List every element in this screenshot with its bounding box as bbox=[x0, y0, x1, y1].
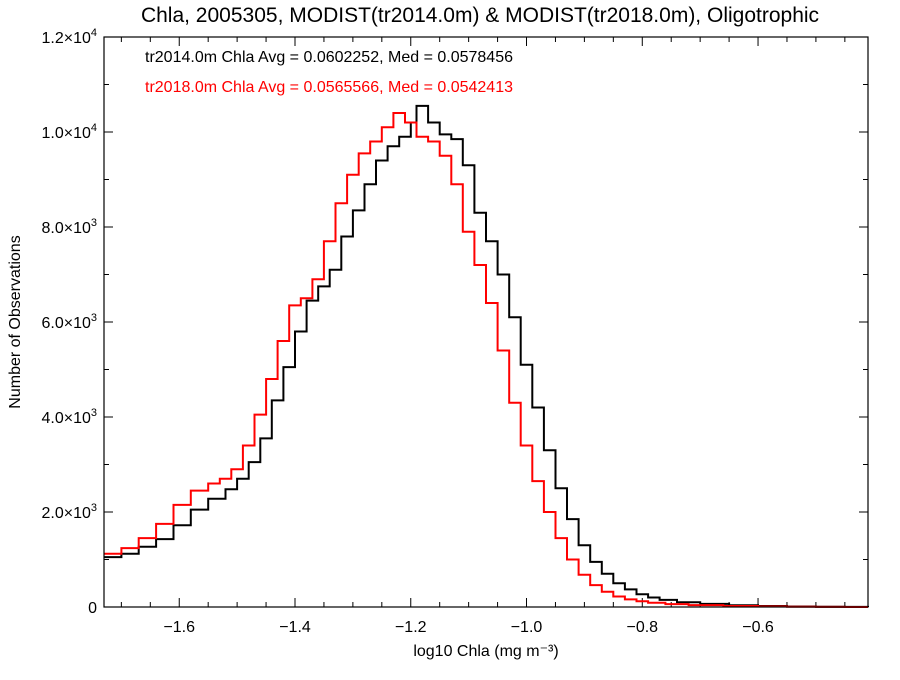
x-tick-label: −0.8 bbox=[626, 619, 658, 636]
x-tick-label: −1.0 bbox=[511, 619, 543, 636]
series-line-tr2018.0m bbox=[104, 112, 868, 608]
x-tick-label: −1.4 bbox=[279, 619, 311, 636]
x-axis-label: log10 Chla (mg m⁻³) bbox=[413, 643, 558, 660]
axis-ticks: −1.6 −1.4 −1.2 −1.0 −0.8 −0.6 0 2.0×103 4.0×103 6… bbox=[41, 27, 868, 636]
x-tick-label: −1.6 bbox=[163, 619, 195, 636]
chart-title: Chla, 2005305, MODIST(tr2014.0m) & MODIS… bbox=[141, 4, 819, 27]
series-line-tr2014.0m bbox=[104, 104, 869, 608]
x-tick-label: −1.2 bbox=[395, 619, 427, 636]
plot-frame bbox=[103, 36, 869, 608]
y-axis-label: Number of Observations bbox=[7, 235, 24, 408]
series-layer bbox=[104, 104, 869, 608]
y-tick-label: 1.0×104 bbox=[41, 122, 97, 142]
legend-entry-tr2014: tr2014.0m Chla Avg = 0.0602252, Med = 0.… bbox=[145, 49, 513, 66]
y-tick-label: 4.0×103 bbox=[41, 407, 97, 427]
legend-entry-tr2018: tr2018.0m Chla Avg = 0.0565566, Med = 0.… bbox=[145, 79, 513, 96]
y-tick-label: 6.0×103 bbox=[41, 312, 97, 332]
y-tick-label: 8.0×103 bbox=[41, 217, 97, 237]
y-tick-label: 0 bbox=[88, 600, 97, 617]
y-tick-label: 1.2×104 bbox=[41, 27, 97, 47]
y-tick-label: 2.0×103 bbox=[41, 502, 97, 522]
x-tick-label: −0.6 bbox=[742, 619, 774, 636]
